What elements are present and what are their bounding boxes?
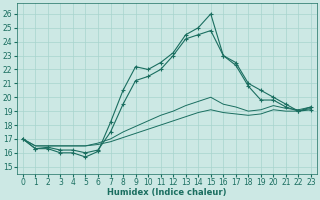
X-axis label: Humidex (Indice chaleur): Humidex (Indice chaleur) bbox=[107, 188, 227, 197]
